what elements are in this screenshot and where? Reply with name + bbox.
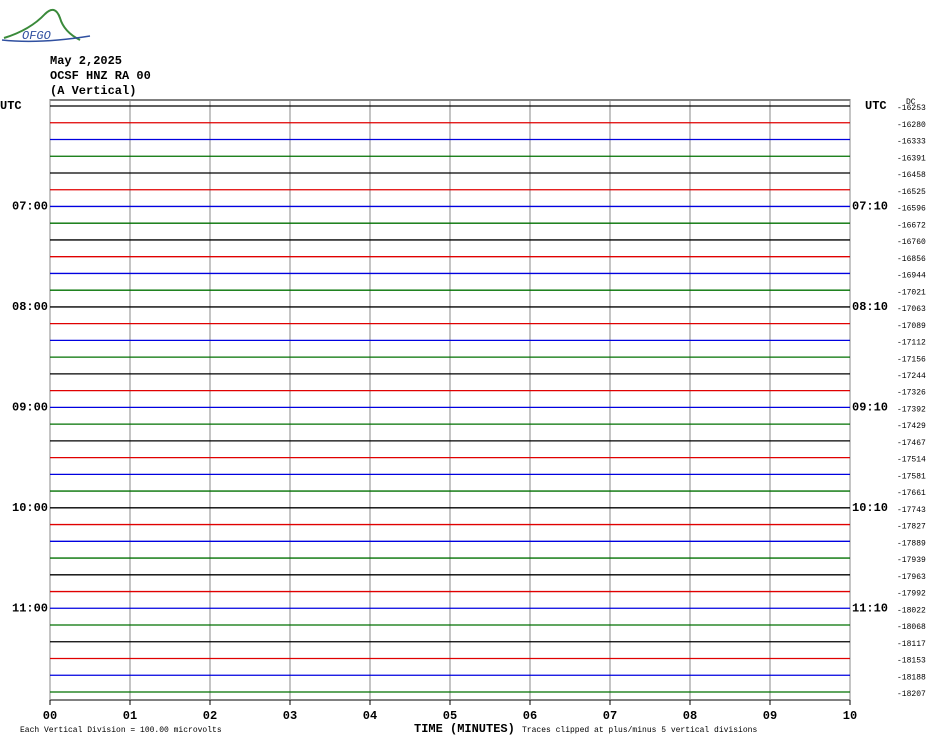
date: May 2,2025 bbox=[50, 54, 122, 68]
utc-right: UTC bbox=[865, 99, 887, 113]
right-time-label: 07:10 bbox=[852, 200, 888, 214]
row-offset: -17063 bbox=[897, 305, 926, 314]
x-tick-label: 02 bbox=[203, 709, 217, 723]
row-offset: -17429 bbox=[897, 422, 926, 431]
row-offset: -17939 bbox=[897, 556, 926, 565]
row-offset: -16280 bbox=[897, 121, 926, 130]
logo-swoosh bbox=[1, 35, 91, 43]
x-title: TIME (MINUTES) bbox=[414, 722, 515, 736]
row-offset: -17581 bbox=[897, 472, 926, 481]
row-offset: -18022 bbox=[897, 606, 926, 615]
x-tick-label: 06 bbox=[523, 709, 537, 723]
left-time-label: 11:00 bbox=[12, 601, 48, 615]
x-tick-label: 04 bbox=[363, 709, 377, 723]
right-time-label: 09:10 bbox=[852, 401, 888, 415]
right-time-label: 10:10 bbox=[852, 501, 888, 515]
row-offset: -16391 bbox=[897, 154, 926, 163]
left-time-label: 10:00 bbox=[12, 501, 48, 515]
row-offset: -16525 bbox=[897, 188, 926, 197]
left-time-label: 08:00 bbox=[12, 300, 48, 314]
logo-mark bbox=[3, 8, 81, 41]
row-offset: -17514 bbox=[897, 456, 926, 465]
row-offset: -17827 bbox=[897, 523, 926, 532]
row-offset: -17021 bbox=[897, 288, 926, 297]
row-offset: -16672 bbox=[897, 221, 926, 230]
dc-label: DC bbox=[906, 98, 916, 107]
x-tick-label: 10 bbox=[843, 709, 857, 723]
row-offset: -17889 bbox=[897, 539, 926, 548]
row-offset: -18117 bbox=[897, 640, 926, 649]
x-tick-label: 05 bbox=[443, 709, 457, 723]
row-offset: -18207 bbox=[897, 690, 926, 699]
row-offset: -16253 bbox=[897, 104, 926, 113]
row-offset: -16333 bbox=[897, 138, 926, 147]
row-offset: -17326 bbox=[897, 389, 926, 398]
logo-text: OFGO bbox=[22, 29, 51, 43]
left-time-label: 09:00 bbox=[12, 401, 48, 415]
x-tick-label: 07 bbox=[603, 709, 617, 723]
x-tick-label: 08 bbox=[683, 709, 697, 723]
scale-note: Each Vertical Division = 100.00 microvol… bbox=[20, 726, 222, 735]
row-offset: -17743 bbox=[897, 506, 926, 515]
row-offset: -17156 bbox=[897, 355, 926, 364]
row-offset: -18068 bbox=[897, 623, 926, 632]
row-offset: -16458 bbox=[897, 171, 926, 180]
row-offset: -17963 bbox=[897, 573, 926, 582]
x-tick-label: 00 bbox=[43, 709, 57, 723]
row-offset: -17244 bbox=[897, 372, 926, 381]
x-tick-label: 01 bbox=[123, 709, 137, 723]
row-offset: -17089 bbox=[897, 322, 926, 331]
row-offset: -16944 bbox=[897, 272, 926, 281]
row-offset: -16596 bbox=[897, 205, 926, 214]
station: OCSF HNZ RA 00 bbox=[50, 69, 151, 83]
row-offset: -17392 bbox=[897, 405, 926, 414]
row-offset: -17992 bbox=[897, 590, 926, 599]
right-time-label: 08:10 bbox=[852, 300, 888, 314]
row-offset: -16760 bbox=[897, 238, 926, 247]
utc-left: UTC bbox=[0, 99, 22, 113]
row-offset: -17467 bbox=[897, 439, 926, 448]
x-tick-label: 09 bbox=[763, 709, 777, 723]
right-time-label: 11:10 bbox=[852, 601, 888, 615]
row-offset: -18188 bbox=[897, 673, 926, 682]
clip-note: Traces clipped at plus/minus 5 vertical … bbox=[522, 726, 757, 735]
plot: 00 01 02 03 04 05 06 07 08 09 10 -16253 -16280 -16333… bbox=[12, 99, 926, 723]
row-offset: -17112 bbox=[897, 339, 926, 348]
row-offset: -17661 bbox=[897, 489, 926, 498]
row-offset: -18153 bbox=[897, 657, 926, 666]
component: (A Vertical) bbox=[50, 84, 136, 98]
x-tick-label: 03 bbox=[283, 709, 297, 723]
row-offset: -16856 bbox=[897, 255, 926, 264]
left-time-label: 07:00 bbox=[12, 200, 48, 214]
